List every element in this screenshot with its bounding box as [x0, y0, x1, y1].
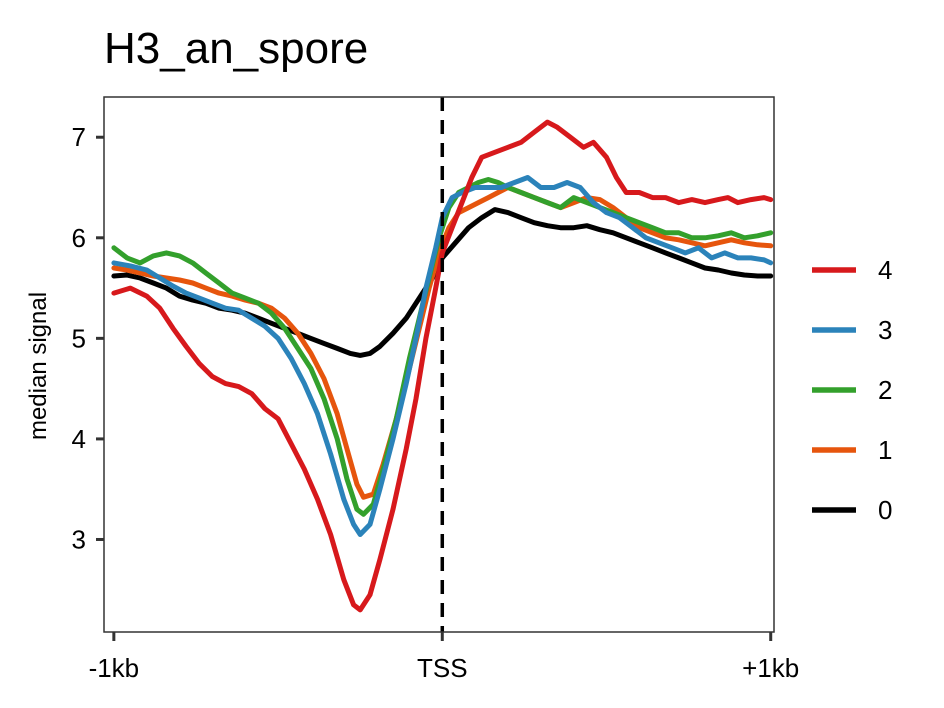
legend-item-1: 1 — [812, 435, 892, 465]
legend-label: 4 — [878, 255, 892, 285]
x-tick-label: +1kb — [742, 653, 799, 683]
y-tick-label: 4 — [72, 424, 86, 454]
x-tick-label: -1kb — [89, 653, 140, 683]
legend-label: 2 — [878, 375, 892, 405]
y-tick-label: 7 — [72, 122, 86, 152]
y-tick-label: 6 — [72, 223, 86, 253]
plot-series — [111, 119, 774, 613]
x-tick-label: TSS — [417, 653, 468, 683]
legend-label: 3 — [878, 315, 892, 345]
series-line-3 — [111, 175, 774, 537]
legend-label: 1 — [878, 435, 892, 465]
legend-item-2: 2 — [812, 375, 892, 405]
legend-item-0: 0 — [812, 495, 892, 525]
plot-frame — [103, 96, 775, 633]
y-tick-label: 5 — [72, 323, 86, 353]
series-line-4 — [111, 119, 774, 613]
y-tick-label: 3 — [72, 524, 86, 554]
chart-title: H3_an_spore — [104, 24, 368, 73]
legend-item-4: 4 — [812, 255, 892, 285]
axes: 3 4 5 6 7 -1kb TSS +1kb — [72, 96, 799, 683]
y-axis-label: median signal — [25, 292, 52, 440]
legend-item-3: 3 — [812, 315, 892, 345]
series-line-1 — [111, 185, 774, 500]
legend-label: 0 — [878, 495, 892, 525]
legend: 4 3 2 1 0 — [812, 255, 892, 525]
